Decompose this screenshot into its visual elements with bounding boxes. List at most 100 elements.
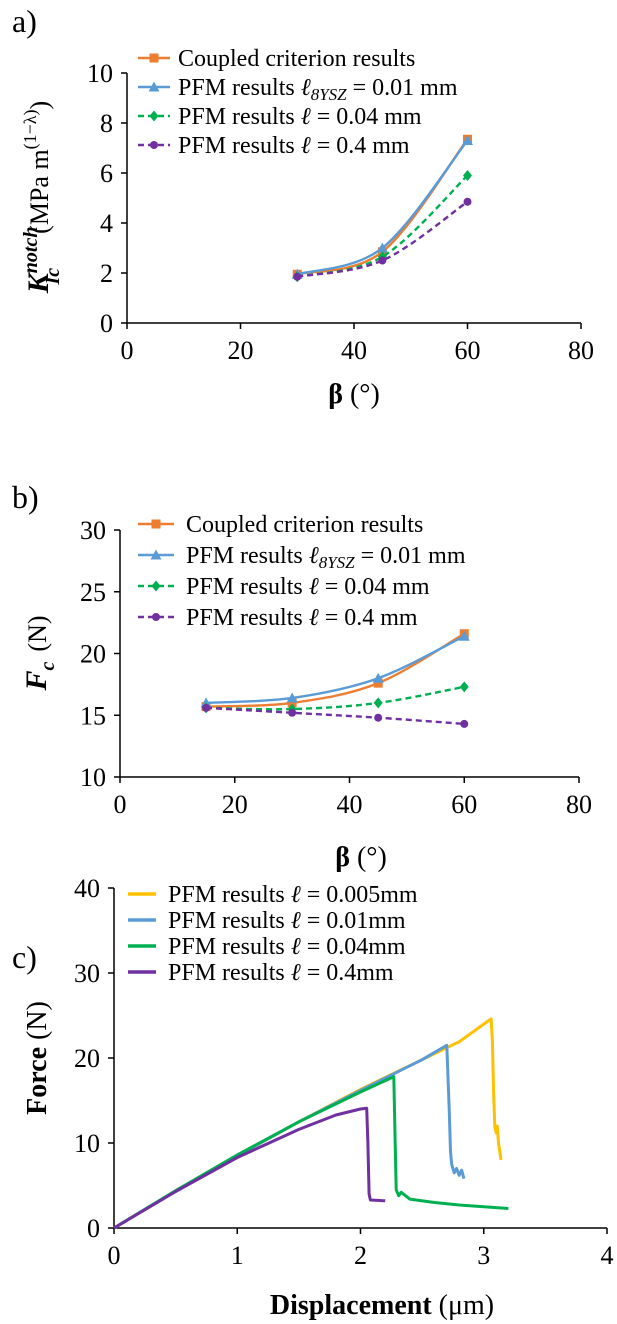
- y-axis-symbol-sub: c: [37, 661, 59, 670]
- y-tick-label: 10: [80, 763, 106, 792]
- legend-label: PFM results ℓ = 0.04mm: [168, 934, 406, 960]
- legend-label: PFM results ℓ = 0.04 mm: [178, 104, 422, 130]
- y-tick-label: 0: [87, 1214, 100, 1243]
- y-tick-label: 30: [80, 516, 106, 545]
- x-axis-title-bold: β: [335, 842, 350, 873]
- x-tick-label: 60: [451, 790, 477, 819]
- legend-label-symbol: ℓ: [309, 543, 319, 569]
- x-tick-label: 1: [231, 1241, 244, 1270]
- data-point: [460, 719, 469, 728]
- legend-marker: [150, 549, 162, 560]
- legend-label-value: = 0.005mm: [301, 882, 418, 908]
- legend-label: PFM results ℓ = 0.4mm: [168, 960, 394, 986]
- x-tick-label: 4: [601, 1241, 614, 1270]
- legend-label-value: = 0.01mm: [301, 908, 406, 934]
- data-point: [458, 630, 470, 641]
- y-axis-title-unit: (N): [22, 1001, 53, 1047]
- x-axis-title: β (°): [328, 379, 380, 410]
- legend-label-value: = 0.4 mm: [319, 605, 418, 631]
- y-axis-unit: (MPa m: [25, 149, 54, 234]
- legend-label-symbol: ℓ: [291, 934, 301, 960]
- chart-a: a) 0 20 40 60 80 0 2 4 6 8 10 β (°) KnotchIc (MPa m(1−…: [12, 3, 594, 410]
- y-tick-label: 30: [74, 959, 100, 988]
- x-tick-label: 80: [568, 336, 594, 365]
- legend-label-symbol: ℓ: [309, 605, 319, 631]
- x-tick-label: 40: [337, 790, 363, 819]
- legend-label: PFM results ℓ = 0.04 mm: [186, 574, 430, 600]
- x-tick-label: 0: [108, 1241, 121, 1270]
- series-3: [292, 170, 472, 283]
- x-tick-label: 60: [455, 336, 481, 365]
- y-axis-title: Fc (N): [20, 616, 59, 692]
- data-point: [463, 197, 472, 206]
- data-point: [459, 681, 469, 693]
- legend-label-subscript: 8YSZ: [319, 553, 355, 572]
- legend-marker: [149, 110, 159, 122]
- data-point: [378, 256, 387, 265]
- legend-label: Coupled criterion results: [186, 512, 423, 538]
- legend-label-text: PFM results: [168, 882, 291, 908]
- legend-label-symbol: ℓ: [291, 882, 301, 908]
- y-axis-unit-close: ): [25, 101, 54, 110]
- x-tick-label: 0: [114, 790, 127, 819]
- legend-marker: [148, 81, 160, 92]
- legend-label-symbol: ℓ: [301, 104, 311, 130]
- legend-label-text: PFM results: [168, 908, 291, 934]
- legend-label: Coupled criterion results: [178, 46, 415, 72]
- panel-label: b): [12, 479, 39, 515]
- x-tick-label: 3: [477, 1241, 490, 1270]
- series-line: [113, 1106, 386, 1230]
- x-axis-title-unit: (μm): [432, 1290, 494, 1321]
- y-axis-title-bold: Force: [22, 1047, 53, 1115]
- legend-label-text: PFM results: [186, 605, 309, 631]
- legend-label-value: = 0.04mm: [301, 934, 406, 960]
- series-3: [113, 1075, 509, 1230]
- legend-label-text: Coupled criterion results: [178, 46, 415, 72]
- legend-label-text: PFM results: [178, 75, 301, 101]
- y-tick-label: 25: [80, 578, 106, 607]
- legend-label-text: PFM results: [168, 934, 291, 960]
- panel-label: a): [12, 3, 37, 39]
- legend-label-text: PFM results: [178, 133, 301, 159]
- legend-label: PFM results ℓ = 0.4 mm: [178, 133, 410, 159]
- y-tick-label: 8: [100, 109, 113, 138]
- legend-label-text: PFM results: [186, 543, 309, 569]
- legend-label-value: = 0.04 mm: [319, 574, 430, 600]
- y-tick-label: 20: [80, 640, 106, 669]
- legend-label-value: = 0.4mm: [301, 960, 394, 986]
- legend-marker: [150, 141, 158, 149]
- series-1: [113, 1017, 503, 1230]
- legend-label-symbol: ℓ: [301, 75, 311, 101]
- y-axis-symbol-sup: notch: [20, 227, 42, 274]
- x-axis-title-bold: Displacement: [270, 1290, 432, 1321]
- legend-label: PFM results ℓ = 0.005mm: [168, 882, 418, 908]
- y-tick-label: 20: [74, 1044, 100, 1073]
- y-tick-label: 4: [100, 209, 113, 238]
- legend-label-text: PFM results: [168, 960, 291, 986]
- legend-marker: [151, 519, 161, 529]
- legend-label-value: = 0.01 mm: [355, 543, 466, 569]
- x-tick-label: 20: [228, 336, 254, 365]
- chart-b: b) 0 20 40 60 80 10 15 20 25 30 β (°) Fc (N) Coupled c…: [12, 479, 592, 873]
- data-point: [463, 170, 472, 181]
- panel-label: c): [12, 939, 37, 975]
- data-point: [376, 242, 388, 253]
- legend-label-symbol: ℓ: [291, 908, 301, 934]
- series-line: [205, 706, 465, 726]
- data-point: [374, 713, 383, 722]
- x-axis-title-bold: β: [328, 379, 343, 410]
- legend-label-text: PFM results: [178, 104, 301, 130]
- legend-label-symbol: ℓ: [301, 133, 311, 159]
- data-point: [286, 692, 298, 703]
- y-axis-symbol: K: [22, 271, 55, 294]
- legend-label-value: = 0.04 mm: [311, 104, 422, 130]
- series-line: [205, 635, 465, 705]
- y-axis-title: KnotchIc (MPa m(1−λ)): [20, 101, 64, 294]
- data-point: [373, 678, 383, 688]
- data-point: [202, 703, 211, 712]
